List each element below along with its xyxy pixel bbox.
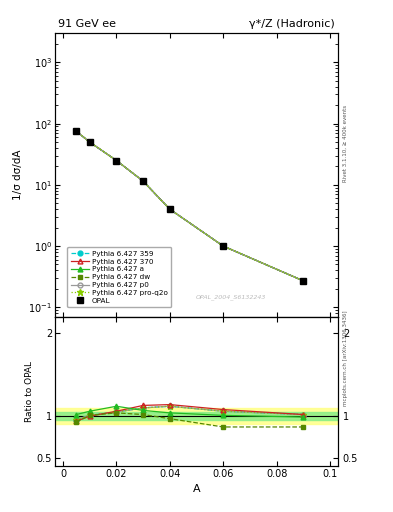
Pythia 6.427 359	[74, 128, 79, 134]
OPAL	[74, 128, 79, 134]
Pythia 6.427 p0	[167, 206, 172, 212]
OPAL	[87, 139, 92, 145]
Pythia 6.427 359	[167, 206, 172, 212]
Pythia 6.427 p0	[301, 278, 306, 284]
Text: OPAL_2004_S6132243: OPAL_2004_S6132243	[195, 294, 266, 300]
OPAL	[141, 178, 145, 184]
Pythia 6.427 pro-q2o	[74, 128, 79, 134]
Pythia 6.427 370	[301, 278, 306, 284]
Line: OPAL: OPAL	[73, 128, 307, 284]
Pythia 6.427 p0	[74, 128, 79, 134]
Pythia 6.427 359	[114, 158, 119, 164]
Pythia 6.427 p0	[87, 139, 92, 145]
Pythia 6.427 a	[221, 243, 226, 249]
Y-axis label: 1/σ dσ/dA: 1/σ dσ/dA	[13, 150, 23, 200]
Pythia 6.427 a	[114, 158, 119, 164]
Pythia 6.427 pro-q2o	[114, 158, 119, 164]
Bar	[55, 412, 338, 420]
Pythia 6.427 370	[114, 158, 119, 164]
Pythia 6.427 dw	[167, 206, 172, 212]
Pythia 6.427 dw	[74, 128, 79, 134]
Pythia 6.427 dw	[301, 278, 306, 284]
Pythia 6.427 p0	[141, 178, 145, 184]
Pythia 6.427 dw	[87, 139, 92, 145]
Pythia 6.427 pro-q2o	[87, 139, 92, 145]
Bar	[55, 408, 338, 424]
Pythia 6.427 dw	[141, 178, 145, 184]
Pythia 6.427 359	[301, 278, 306, 284]
Text: 91 GeV ee: 91 GeV ee	[58, 19, 116, 29]
Pythia 6.427 370	[74, 128, 79, 134]
Text: Rivet 3.1.10, ≥ 400k events: Rivet 3.1.10, ≥ 400k events	[343, 105, 348, 182]
Line: Pythia 6.427 370: Pythia 6.427 370	[74, 129, 306, 283]
Pythia 6.427 a	[87, 139, 92, 145]
Pythia 6.427 a	[301, 278, 306, 284]
OPAL	[301, 278, 306, 284]
OPAL	[221, 243, 226, 249]
Pythia 6.427 a	[74, 128, 79, 134]
Pythia 6.427 370	[167, 206, 172, 212]
Pythia 6.427 370	[221, 243, 226, 249]
Pythia 6.427 pro-q2o	[301, 278, 306, 284]
Line: Pythia 6.427 p0: Pythia 6.427 p0	[74, 129, 306, 283]
OPAL	[167, 206, 172, 212]
Text: mcplots.cern.ch [arXiv:1306.3436]: mcplots.cern.ch [arXiv:1306.3436]	[343, 311, 348, 406]
Text: γ*/Z (Hadronic): γ*/Z (Hadronic)	[250, 19, 335, 29]
Pythia 6.427 370	[87, 139, 92, 145]
Pythia 6.427 pro-q2o	[141, 178, 145, 184]
Legend: Pythia 6.427 359, Pythia 6.427 370, Pythia 6.427 a, Pythia 6.427 dw, Pythia 6.42: Pythia 6.427 359, Pythia 6.427 370, Pyth…	[67, 247, 171, 307]
Pythia 6.427 dw	[221, 243, 226, 249]
Y-axis label: Ratio to OPAL: Ratio to OPAL	[25, 361, 34, 422]
X-axis label: A: A	[193, 484, 200, 494]
Pythia 6.427 359	[87, 139, 92, 145]
Pythia 6.427 pro-q2o	[167, 206, 172, 212]
Pythia 6.427 p0	[114, 158, 119, 164]
Pythia 6.427 359	[221, 243, 226, 249]
Pythia 6.427 pro-q2o	[221, 243, 226, 249]
Line: Pythia 6.427 a: Pythia 6.427 a	[74, 129, 306, 283]
Pythia 6.427 359	[141, 178, 145, 184]
Line: Pythia 6.427 359: Pythia 6.427 359	[74, 129, 306, 283]
Line: Pythia 6.427 dw: Pythia 6.427 dw	[74, 129, 306, 283]
Pythia 6.427 a	[167, 206, 172, 212]
Line: Pythia 6.427 pro-q2o: Pythia 6.427 pro-q2o	[73, 128, 307, 284]
OPAL	[114, 158, 119, 164]
Pythia 6.427 p0	[221, 243, 226, 249]
Pythia 6.427 dw	[114, 158, 119, 164]
Pythia 6.427 370	[141, 178, 145, 184]
Pythia 6.427 a	[141, 178, 145, 184]
